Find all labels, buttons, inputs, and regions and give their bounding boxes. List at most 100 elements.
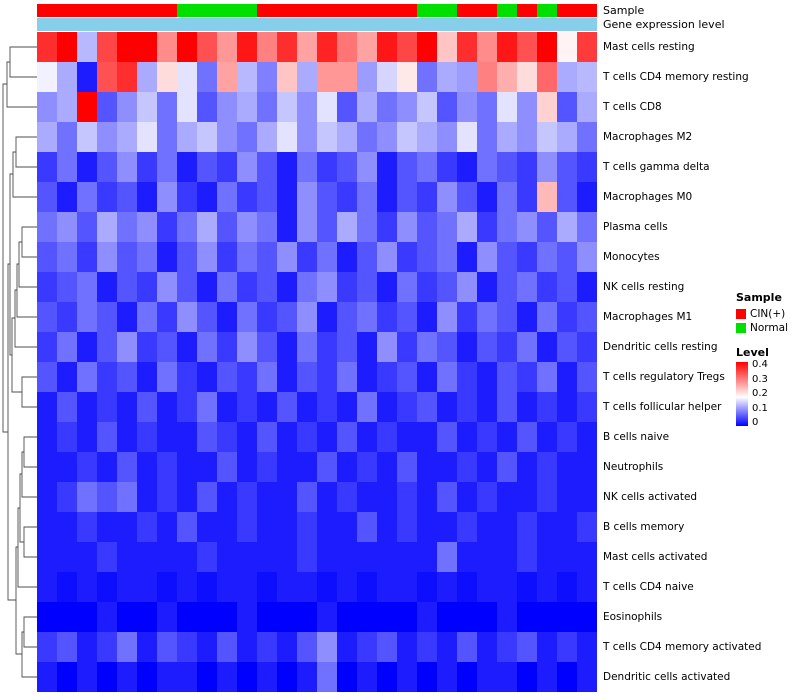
- heatmap-cell: [317, 182, 337, 212]
- row-label: T cells CD4 memory activated: [603, 641, 762, 653]
- heatmap-cell: [457, 62, 477, 92]
- heatmap-cell: [437, 662, 457, 692]
- heatmap-cell: [237, 302, 257, 332]
- heatmap-cell: [357, 152, 377, 182]
- heatmap-cell: [437, 332, 457, 362]
- heatmap-cell: [237, 152, 257, 182]
- heatmap-cell: [417, 332, 437, 362]
- heatmap-cell: [497, 302, 517, 332]
- heatmap-cell: [537, 602, 557, 632]
- heatmap-cell: [357, 32, 377, 62]
- sample-annotation-cell: [97, 4, 117, 17]
- heatmap-cell: [157, 362, 177, 392]
- heatmap-cell: [57, 212, 77, 242]
- heatmap-cell: [557, 542, 577, 572]
- heatmap-cell: [477, 32, 497, 62]
- heatmap-cell: [277, 272, 297, 302]
- heatmap-cell: [397, 32, 417, 62]
- heatmap-cell: [337, 542, 357, 572]
- heatmap-cell: [497, 92, 517, 122]
- heatmap-cell: [377, 452, 397, 482]
- heatmap-cell: [77, 422, 97, 452]
- heatmap-cell: [457, 572, 477, 602]
- heatmap-cell: [417, 362, 437, 392]
- heatmap-cell: [477, 392, 497, 422]
- heatmap-cell: [557, 32, 577, 62]
- heatmap-cell: [477, 452, 497, 482]
- heatmap-cell: [77, 212, 97, 242]
- heatmap-cell: [157, 482, 177, 512]
- heatmap-cell: [377, 512, 397, 542]
- heatmap-cell: [497, 62, 517, 92]
- heatmap-cell: [257, 452, 277, 482]
- heatmap-cell: [497, 572, 517, 602]
- heatmap-cell: [237, 572, 257, 602]
- heatmap-cell: [557, 272, 577, 302]
- heatmap-cell: [57, 422, 77, 452]
- heatmap-cell: [517, 542, 537, 572]
- sample-annotation-cell: [317, 4, 337, 17]
- level-ticks: 0.4 0.3 0.2 0.1 0: [752, 360, 768, 428]
- heatmap-cell: [237, 122, 257, 152]
- heatmap-cell: [217, 632, 237, 662]
- heatmap-cell: [557, 362, 577, 392]
- heatmap-cell: [417, 422, 437, 452]
- heatmap-cell: [277, 602, 297, 632]
- heatmap-cell: [317, 632, 337, 662]
- heatmap-cell: [157, 452, 177, 482]
- heatmap-cell: [377, 482, 397, 512]
- heatmap-cell: [437, 302, 457, 332]
- heatmap-cell: [157, 122, 177, 152]
- heatmap-cell: [177, 182, 197, 212]
- heatmap-cell: [297, 182, 317, 212]
- heatmap-cell: [77, 92, 97, 122]
- heatmap-cell: [297, 302, 317, 332]
- heatmap-cell: [217, 332, 237, 362]
- heatmap-cell: [557, 122, 577, 152]
- heatmap-cell: [457, 542, 477, 572]
- row-label: Dendritic cells activated: [603, 671, 731, 683]
- heatmap-cell: [397, 152, 417, 182]
- heatmap-cell: [257, 482, 277, 512]
- sample-annotation-cell: [197, 4, 217, 17]
- heatmap-cell: [177, 332, 197, 362]
- heatmap-cell: [397, 212, 417, 242]
- heatmap-cell: [97, 482, 117, 512]
- heatmap-cell: [397, 272, 417, 302]
- heatmap-cell: [337, 392, 357, 422]
- heatmap-cell: [77, 662, 97, 692]
- level-tick: 0.1: [752, 402, 768, 414]
- heatmap-cell: [377, 362, 397, 392]
- heatmap-cell: [97, 452, 117, 482]
- heatmap-cell: [77, 512, 97, 542]
- heatmap-cell: [477, 332, 497, 362]
- heatmap-cell: [97, 302, 117, 332]
- legend-panel: Sample CIN(+) Normal Level 0.4 0.3 0.2 0…: [736, 291, 788, 428]
- heatmap-cell: [37, 212, 57, 242]
- heatmap-cell: [137, 452, 157, 482]
- level-legend: 0.4 0.3 0.2 0.1 0: [736, 360, 788, 428]
- heatmap-cell: [237, 62, 257, 92]
- heatmap-cell: [537, 62, 557, 92]
- heatmap-cell: [357, 302, 377, 332]
- heatmap-cell: [397, 422, 417, 452]
- heatmap-cell: [317, 662, 337, 692]
- heatmap-cell: [477, 92, 497, 122]
- heatmap-cell: [557, 482, 577, 512]
- heatmap-cell: [297, 422, 317, 452]
- heatmap-cell: [177, 662, 197, 692]
- level-legend-title: Level: [736, 346, 769, 359]
- heatmap-cell: [477, 512, 497, 542]
- heatmap-cell: [97, 602, 117, 632]
- heatmap-cell: [77, 272, 97, 302]
- heatmap-cell: [137, 482, 157, 512]
- heatmap-cell: [297, 572, 317, 602]
- heatmap-cell: [77, 572, 97, 602]
- heatmap-cell: [577, 632, 597, 662]
- heatmap-cell: [237, 92, 257, 122]
- heatmap-cell: [377, 542, 397, 572]
- heatmap-cell: [177, 122, 197, 152]
- heatmap-cell: [517, 92, 537, 122]
- heatmap-cell: [297, 482, 317, 512]
- heatmap-cell: [197, 632, 217, 662]
